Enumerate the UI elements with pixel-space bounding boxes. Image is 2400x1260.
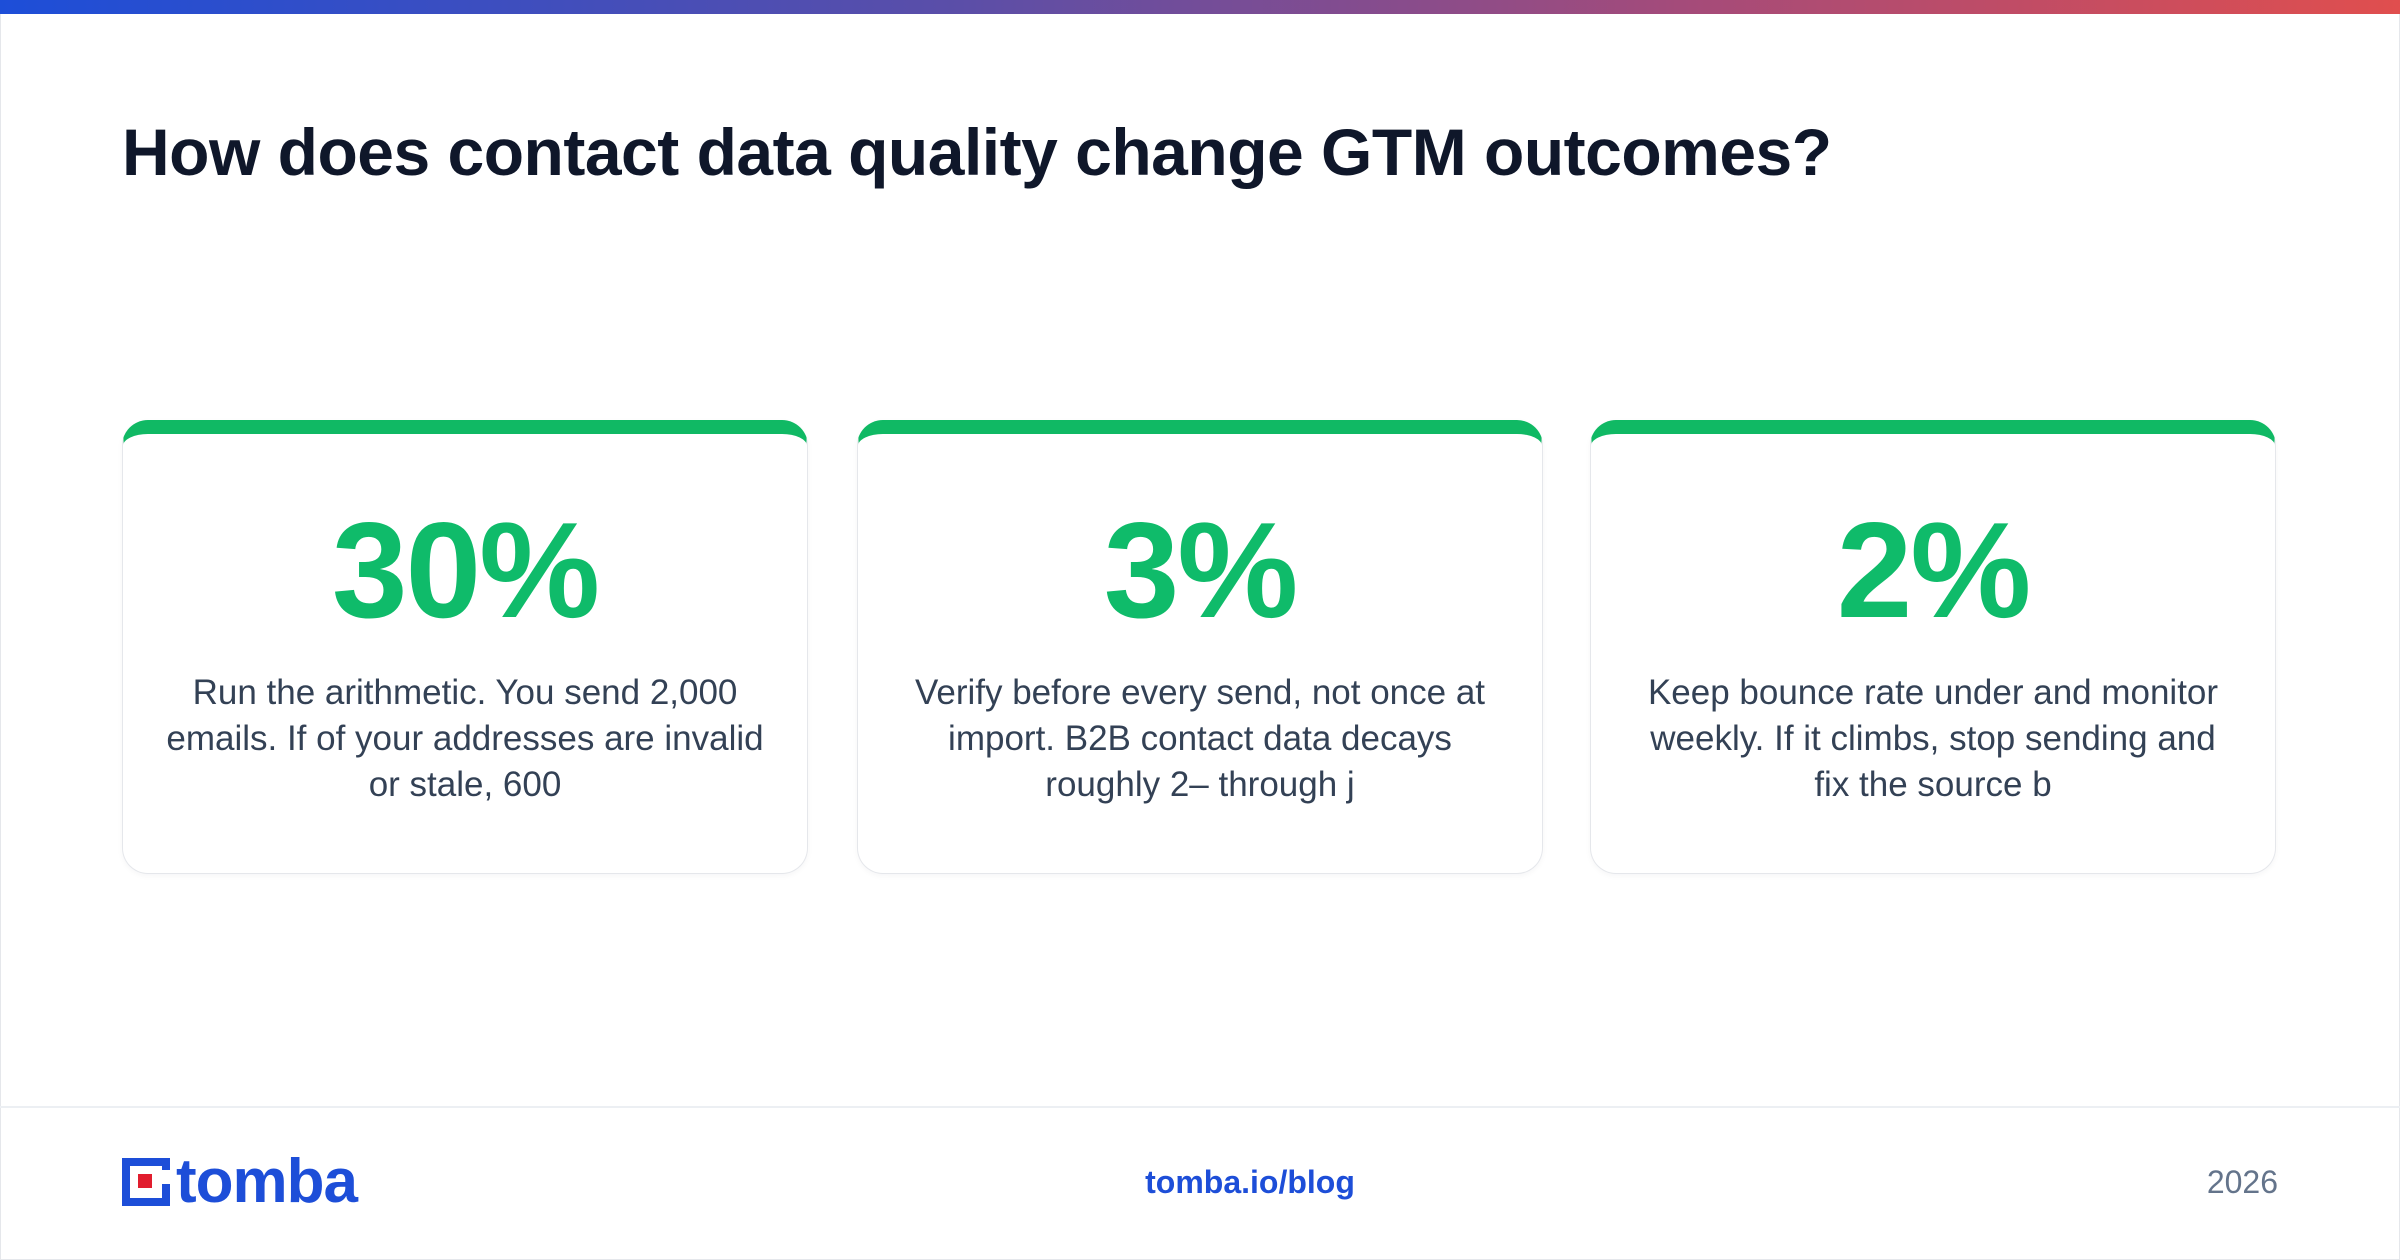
stat-card: 3% Verify before every send, not once at…: [857, 420, 1543, 874]
year-label: 2026: [2206, 1164, 2278, 1200]
stat-card: 2% Keep bounce rate under and monitor we…: [1590, 420, 2276, 874]
tomba-logo: tomba: [122, 1147, 358, 1216]
logo-wordmark: tomba: [176, 1147, 358, 1216]
blog-link[interactable]: tomba.io/blog: [1145, 1164, 1355, 1200]
stat-cards: 30% Run the arithmetic. You send 2,000 e…: [122, 420, 2278, 876]
tomba-logo-icon: [122, 1158, 170, 1206]
stat-description: Keep bounce rate under and monitor weekl…: [1647, 673, 2219, 804]
stat-description: Run the arithmetic. You send 2,000 email…: [166, 673, 764, 804]
gradient-top-bar: [0, 0, 2400, 14]
headline: How does contact data quality change GTM…: [122, 115, 1832, 189]
stat-description: Verify before every send, not once at im…: [914, 673, 1486, 804]
stat-value: 2%: [1836, 494, 2032, 646]
footer-divider: [0, 1106, 2400, 1108]
stat-value: 30%: [331, 494, 600, 646]
stat-card: 30% Run the arithmetic. You send 2,000 e…: [122, 420, 808, 874]
stat-value: 3%: [1103, 494, 1299, 646]
